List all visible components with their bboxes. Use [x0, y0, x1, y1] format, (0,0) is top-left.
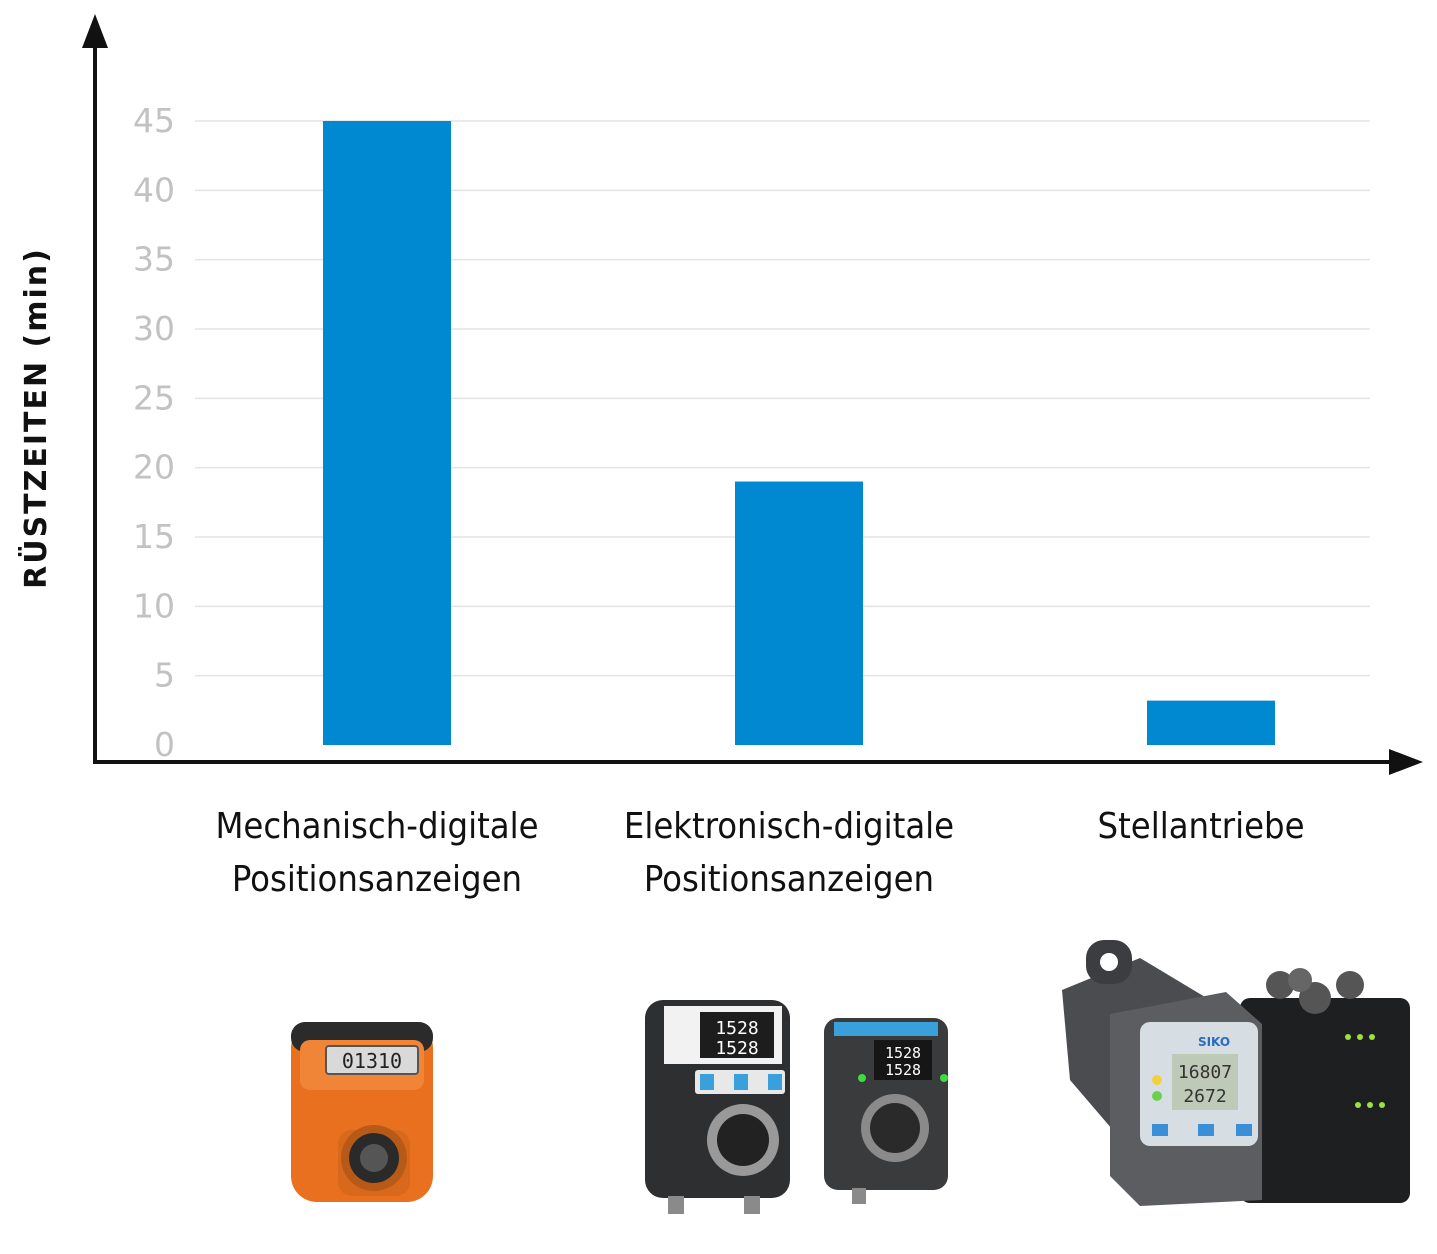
y-tick-label: 0 [154, 725, 175, 764]
bars [323, 121, 1275, 745]
y-tick-label: 5 [154, 656, 175, 695]
y-tick-label: 10 [133, 586, 175, 625]
electronic-display-line1: 1528 [715, 1018, 758, 1039]
y-tick-label: 35 [133, 240, 175, 279]
y-tick-label: 15 [133, 517, 175, 556]
mechanical-position-indicator-photo: 01310 [291, 1022, 433, 1202]
y-axis-label: RÜSTZEITEN (min) [17, 247, 54, 589]
actuator-display-line2: 2672 [1183, 1086, 1226, 1107]
electronic-display-line2: 1528 [715, 1038, 758, 1059]
x-category-label: Mechanisch-digitale Positionsanzeigen [167, 800, 587, 906]
category-label-line: Mechanisch-digitale [215, 806, 539, 847]
electronic-display2-line2: 1528 [885, 1061, 921, 1079]
actuator-display-line1: 16807 [1178, 1062, 1232, 1083]
y-tick-label: 45 [133, 101, 175, 140]
bar [735, 481, 863, 745]
category-label-line: Stellantriebe [1097, 806, 1305, 847]
x-axis-arrow [1389, 749, 1423, 775]
bar [1147, 700, 1275, 745]
y-tick-label: 20 [133, 448, 175, 487]
x-category-label: Stellantriebe [991, 800, 1411, 853]
electronic-position-indicators-photo: 1528 1528 1528 1528 [645, 1000, 948, 1214]
actuators-photo: SIKO 16807 2672 [1062, 940, 1410, 1206]
category-label-line: Positionsanzeigen [231, 859, 523, 900]
bar [323, 121, 451, 745]
mechanical-counter-digits: 01310 [342, 1049, 402, 1073]
siko-logo: SIKO [1198, 1035, 1230, 1049]
y-tick-labels: 0 5 10 15 20 25 30 35 40 45 [133, 101, 175, 764]
y-tick-label: 30 [133, 309, 175, 348]
x-category-label: Elektronisch-digitale Positionsanzeigen [579, 800, 999, 906]
y-tick-label: 25 [133, 378, 175, 417]
electronic-display2-line1: 1528 [885, 1044, 921, 1062]
category-label-line: Positionsanzeigen [643, 859, 935, 900]
y-axis-arrow [82, 14, 108, 48]
y-tick-label: 40 [133, 170, 175, 209]
category-label-line: Elektronisch-digitale [623, 806, 955, 847]
